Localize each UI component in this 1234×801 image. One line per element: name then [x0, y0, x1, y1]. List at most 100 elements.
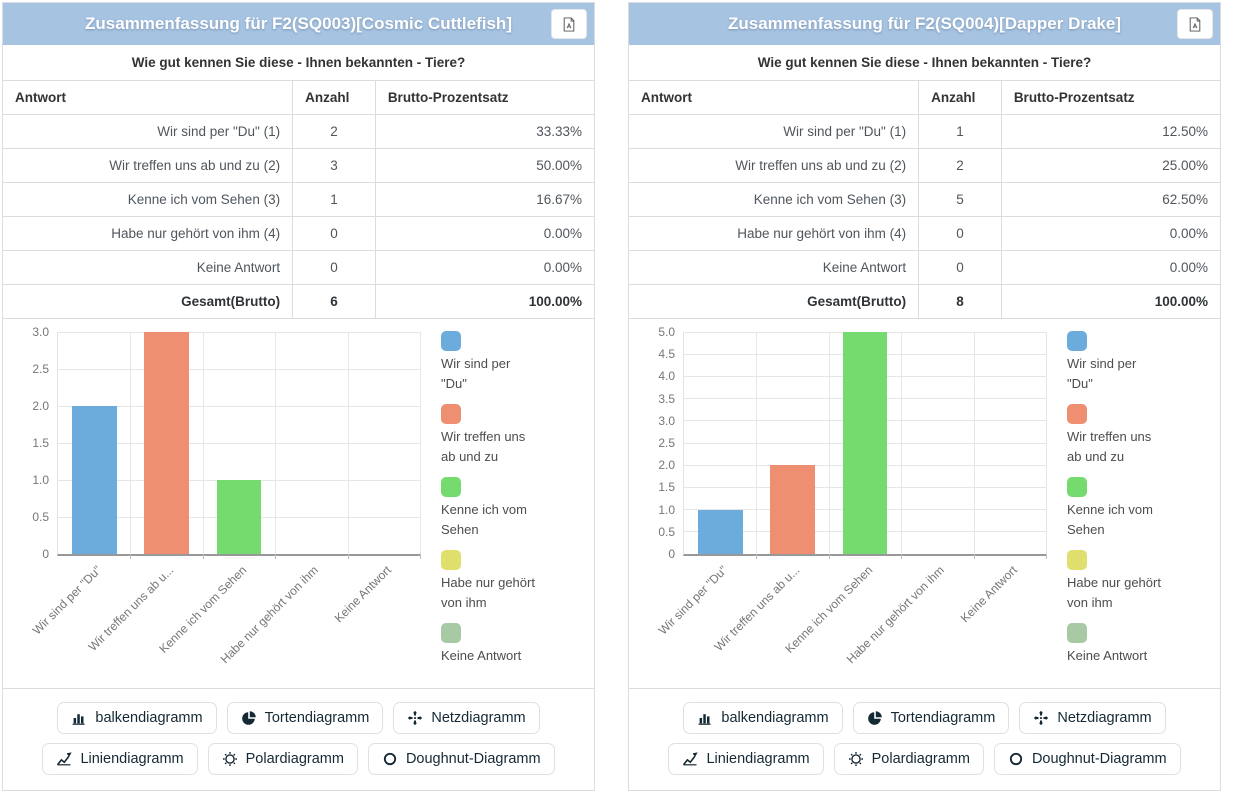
table-header-row: Antwort Anzahl Brutto-Prozentsatz: [629, 81, 1220, 115]
percent-cell: 12.50%: [1001, 114, 1220, 149]
summary-table: Antwort Anzahl Brutto-Prozentsatz Wir si…: [3, 81, 594, 319]
table-row: Wir treffen uns ab und zu (2) 3 50.00%: [3, 148, 594, 183]
doughnut-chart-button[interactable]: Doughnut-Diagramm: [993, 743, 1181, 775]
table-row: Gesamt(Brutto) 8 100.00%: [629, 284, 1220, 319]
pie-chart-icon: [867, 711, 882, 725]
x-axis-category-label: Keine Antwort: [331, 563, 394, 626]
panel-header: Zusammenfassung für F2(SQ003)[Cosmic Cut…: [3, 3, 594, 45]
bar: [697, 509, 743, 554]
y-axis-tick-label: 3.0: [658, 413, 675, 428]
answer-cell: Habe nur gehört von ihm (4): [629, 216, 919, 251]
x-axis-tick: [756, 554, 757, 559]
count-cell: 1: [292, 182, 376, 217]
x-axis-tick: [974, 554, 975, 559]
count-cell: 1: [918, 114, 1002, 149]
x-axis-tick: [829, 554, 830, 559]
table-row: Kenne ich vom Sehen (3) 5 62.50%: [629, 182, 1220, 217]
chart-type-buttons: balkendiagramm Tortendiagramm Netzdiagramm…: [3, 689, 594, 790]
table-row: Wir sind per "Du" (1) 1 12.50%: [629, 114, 1220, 149]
summary-panel-sq004: Zusammenfassung für F2(SQ004)[Dapper Dra…: [628, 2, 1221, 791]
pie-chart-icon: [241, 711, 256, 725]
y-axis-tick-label: 0: [668, 547, 675, 561]
x-axis-tick: [275, 554, 276, 559]
y-axis-tick-label: 1.0: [32, 473, 49, 487]
pdf-file-icon: [1189, 16, 1201, 32]
gridline-v: [829, 332, 830, 554]
chart-button-label: Doughnut-Diagramm: [405, 751, 541, 767]
column-header-antwort: Antwort: [3, 81, 293, 115]
count-cell: 5: [918, 182, 1002, 217]
legend-label: Wir sind per: [441, 356, 511, 371]
gridline-v: [420, 332, 421, 554]
legend-label: "Du": [441, 376, 467, 391]
percent-cell: 100.00%: [1001, 284, 1220, 319]
legend-swatch: [1067, 623, 1087, 643]
polar-sun-icon: [848, 752, 863, 766]
gridline-v: [348, 332, 349, 554]
percent-cell: 100.00%: [375, 284, 594, 319]
doughnut-chart-button[interactable]: Doughnut-Diagramm: [367, 743, 555, 775]
answer-cell: Wir sind per "Du" (1): [3, 114, 293, 149]
x-axis-tick: [348, 554, 349, 559]
table-row: Habe nur gehört von ihm (4) 0 0.00%: [629, 216, 1220, 251]
count-cell: 0: [918, 216, 1002, 251]
panel-title: Zusammenfassung für F2(SQ003)[Cosmic Cut…: [85, 14, 512, 33]
count-cell: 6: [292, 284, 376, 319]
x-axis-category-label: Wir sind per "Du": [655, 563, 731, 638]
export-pdf-button[interactable]: [1177, 9, 1213, 39]
gridline-v: [275, 332, 276, 554]
x-axis-tick: [901, 554, 902, 559]
pie-chart-button[interactable]: Tortendiagramm: [226, 702, 384, 734]
radar-chart-button[interactable]: Netzdiagramm: [1019, 702, 1166, 734]
table-row: Keine Antwort 0 0.00%: [3, 250, 594, 285]
bar-chart-button[interactable]: balkendiagramm: [683, 702, 843, 734]
gridline-v: [203, 332, 204, 554]
percent-cell: 25.00%: [1001, 148, 1220, 183]
legend-label: Habe nur gehört: [441, 575, 535, 590]
bar: [144, 332, 190, 554]
legend-label: Wir treffen uns: [441, 429, 526, 444]
bar-chart: 0 0.5 1.0 1.5 2.0 2.5 3.0 Wir sind per "Du" Wir …: [3, 319, 594, 689]
bar: [216, 480, 262, 554]
gridline-h: [58, 369, 420, 370]
chart-button-label: Netzdiagramm: [431, 710, 526, 726]
chart-type-buttons: balkendiagramm Tortendiagramm Netzdiagramm…: [629, 689, 1220, 790]
y-axis-tick-label: 0.5: [32, 510, 49, 524]
summary-panel-sq003: Zusammenfassung für F2(SQ003)[Cosmic Cut…: [2, 2, 595, 791]
question-text: Wie gut kennen Sie diese - Ihnen bekannt…: [3, 45, 594, 81]
y-axis-tick-label: 0.5: [658, 524, 675, 539]
line-chart-button[interactable]: Liniendiagramm: [668, 743, 824, 775]
line-chart-button[interactable]: Liniendiagramm: [42, 743, 198, 775]
legend-item: Keine Antwort: [441, 623, 573, 666]
chart-button-label: Tortendiagramm: [264, 710, 370, 726]
y-axis-tick-label: 4.0: [658, 369, 675, 384]
radar-chart-button[interactable]: Netzdiagramm: [393, 702, 540, 734]
legend-label: Sehen: [1067, 522, 1105, 537]
bar-chart-icon: [72, 714, 85, 725]
polar-chart-button[interactable]: Polardiagramm: [207, 743, 358, 775]
column-header-anzahl: Anzahl: [292, 81, 376, 115]
percent-cell: 16.67%: [375, 182, 594, 217]
table-header-row: Antwort Anzahl Brutto-Prozentsatz: [3, 81, 594, 115]
percent-cell: 0.00%: [1001, 250, 1220, 285]
percent-cell: 0.00%: [375, 216, 594, 251]
column-header-antwort: Antwort: [629, 81, 919, 115]
doughnut-ring-icon: [383, 752, 397, 766]
legend-swatch: [441, 404, 461, 424]
y-axis-tick-label: 2.5: [32, 362, 49, 376]
pie-chart-button[interactable]: Tortendiagramm: [852, 702, 1010, 734]
panel-header: Zusammenfassung für F2(SQ004)[Dapper Dra…: [629, 3, 1220, 45]
polar-chart-button[interactable]: Polardiagramm: [833, 743, 984, 775]
chart-button-label: Polardiagramm: [871, 751, 970, 767]
y-axis-tick-label: 3.0: [32, 325, 49, 339]
bar-chart-button[interactable]: balkendiagramm: [57, 702, 217, 734]
column-header-brutto-prozentsatz: Brutto-Prozentsatz: [1001, 81, 1220, 115]
gridline-v: [756, 332, 757, 554]
answer-cell: Gesamt(Brutto): [3, 284, 293, 319]
export-pdf-button[interactable]: [551, 9, 587, 39]
legend-item: Wir treffen uns ab und zu: [1067, 404, 1199, 467]
count-cell: 0: [292, 250, 376, 285]
count-cell: 8: [918, 284, 1002, 319]
panel-title: Zusammenfassung für F2(SQ004)[Dapper Dra…: [728, 14, 1121, 33]
pdf-file-icon: [563, 16, 575, 32]
